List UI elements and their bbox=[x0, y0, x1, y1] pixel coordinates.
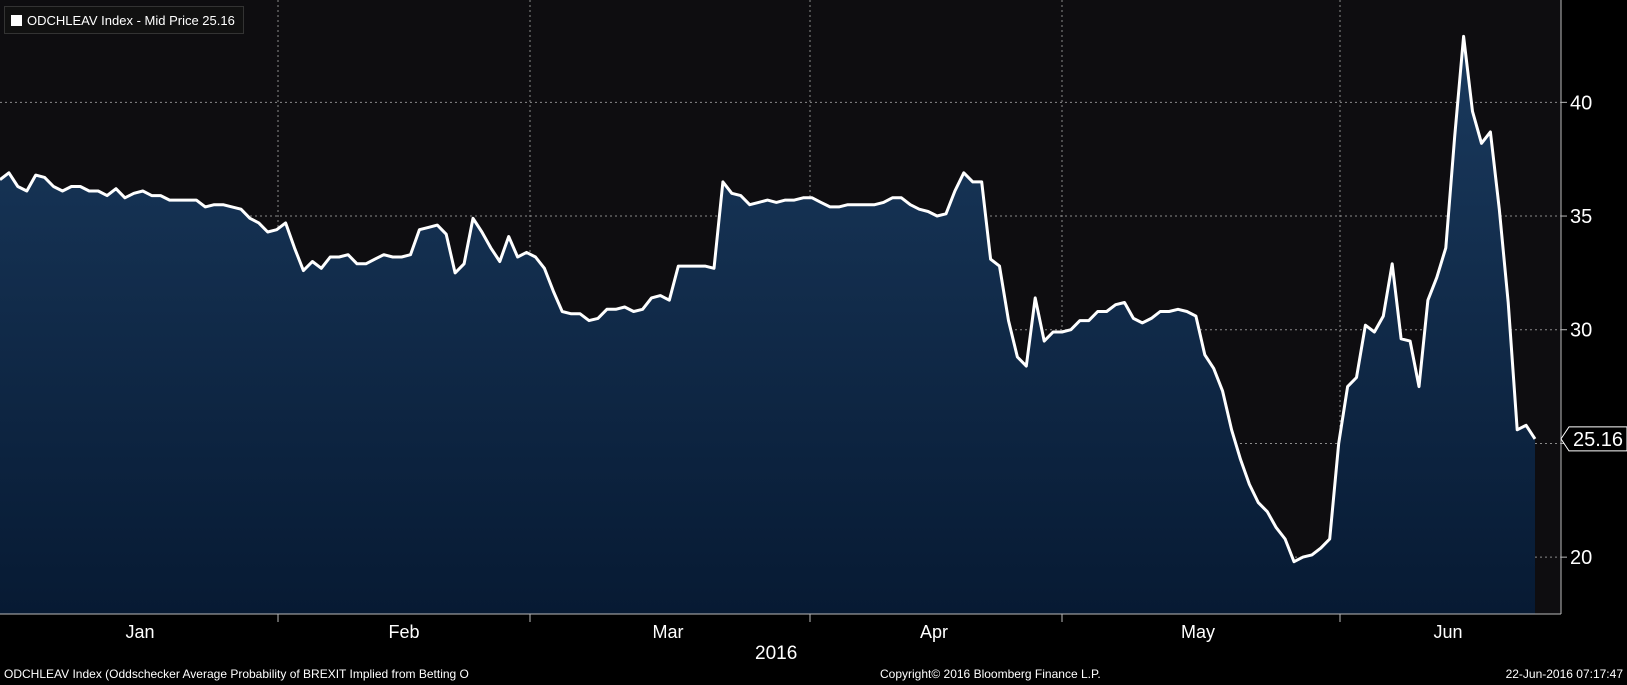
footer-timestamp: 22-Jun-2016 07:17:47 bbox=[1505, 667, 1623, 681]
x-tick-label: Mar bbox=[653, 622, 684, 642]
footer-description: ODCHLEAV Index (Oddschecker Average Prob… bbox=[4, 667, 469, 681]
x-axis: Jan Feb Mar Apr May Jun bbox=[125, 614, 1463, 642]
y-tick-label: 30 bbox=[1570, 320, 1592, 342]
x-tick-label: Feb bbox=[388, 622, 419, 642]
x-tick-label: Jan bbox=[125, 622, 154, 642]
x-tick-label: Jun bbox=[1433, 622, 1462, 642]
y-tick-label: 35 bbox=[1570, 206, 1592, 228]
y-tick-label: 20 bbox=[1570, 547, 1592, 569]
price-line bbox=[0, 34, 1537, 564]
last-value-box bbox=[1560, 426, 1627, 452]
last-value-marker: 25.16 bbox=[1560, 426, 1627, 452]
year-label: 2016 bbox=[755, 643, 798, 664]
chart-legend: ODCHLEAV Index - Mid Price 25.16 bbox=[4, 6, 244, 34]
legend-swatch bbox=[11, 14, 22, 26]
legend-label: ODCHLEAV Index - Mid Price 25.16 bbox=[27, 12, 235, 28]
x-tick-label: Apr bbox=[920, 622, 948, 642]
area-fill bbox=[0, 36, 1535, 614]
y-axis: 2025303540 bbox=[1561, 92, 1592, 569]
footer-copyright: Copyright© 2016 Bloomberg Finance L.P. bbox=[880, 667, 1101, 681]
last-value-label: 25.16 bbox=[1573, 429, 1623, 451]
y-tick-label: 40 bbox=[1570, 92, 1592, 114]
x-tick-label: May bbox=[1181, 622, 1215, 642]
